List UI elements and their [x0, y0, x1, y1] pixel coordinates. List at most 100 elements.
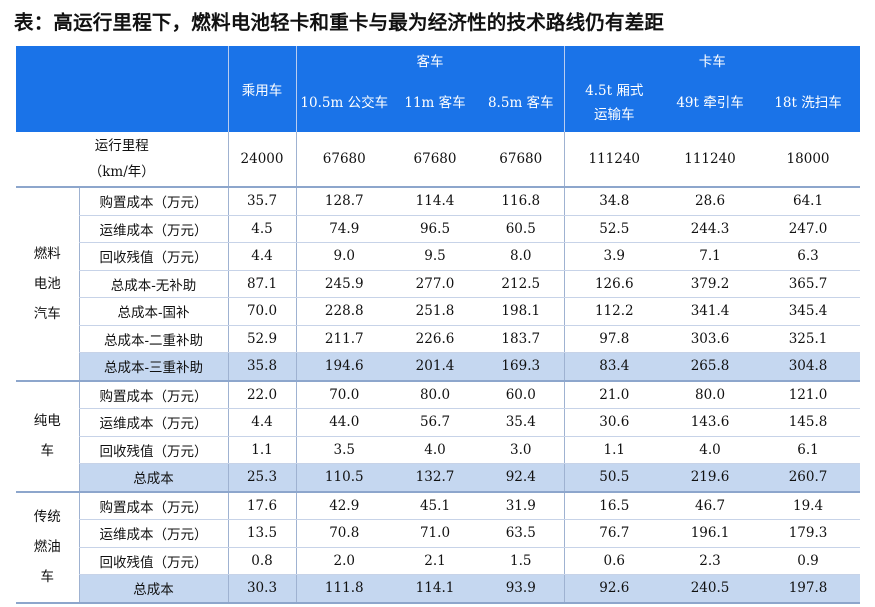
row-label: 运维成本（万元） [78, 408, 228, 437]
cell-bus-10-5m: 194.6 [295, 352, 392, 382]
cell-bus-11m: 4.0 [392, 436, 478, 464]
cell-truck-4-5t: 1.1 [563, 436, 665, 464]
cell-bus-10-5m: 128.7 [295, 187, 392, 216]
cell-truck-18t: 197.8 [756, 574, 861, 604]
mileage-bus-8-5m: 67680 [478, 132, 565, 188]
header-truck-18t: 18t 洗扫车 [756, 74, 861, 132]
cell-truck-18t: 6.3 [756, 242, 861, 271]
cell-bus-8-5m: 31.9 [478, 491, 565, 520]
cell-bus-11m: 226.6 [392, 325, 478, 353]
row-label: 总成本-二重补助 [78, 325, 228, 353]
cell-truck-49t: 7.1 [664, 242, 757, 271]
header-truck-49t: 49t 牵引车 [664, 74, 757, 132]
cell-passenger: 70.0 [227, 297, 296, 326]
cell-bus-11m: 9.5 [392, 242, 478, 271]
row-label: 总成本 [78, 574, 228, 604]
cell-bus-11m: 45.1 [392, 491, 478, 520]
row-label: 总成本 [78, 463, 228, 493]
cell-bus-10-5m: 111.8 [295, 574, 392, 604]
cell-bus-10-5m: 211.7 [295, 325, 392, 353]
cell-bus-10-5m: 245.9 [295, 270, 392, 298]
cell-truck-49t: 143.6 [664, 408, 757, 437]
cost-comparison-table: 乘用车 客车 卡车 10.5m 公交车 11m 客车 8.5m 客车 4.5t … [16, 46, 861, 604]
mileage-truck-18t: 18000 [756, 132, 861, 188]
table-row: 纯电车购置成本（万元） 22.0 70.0 80.0 60.0 21.0 80.0 121.0 [16, 380, 861, 493]
page-title: 表：高运行里程下，燃料电池轻卡和重卡与最为经济性的技术路线仍有差距 [14, 11, 665, 34]
cell-bus-11m: 132.7 [392, 463, 478, 493]
cell-bus-8-5m: 169.3 [478, 352, 565, 382]
header-passenger: 乘用车 [227, 46, 296, 132]
cell-bus-11m: 251.8 [392, 297, 478, 326]
cell-bus-10-5m: 70.0 [295, 380, 392, 409]
cell-bus-8-5m: 60.0 [478, 380, 565, 409]
header-truck-4-5t-line1: 4.5t 厢式 [585, 83, 644, 99]
group-label-line: 电池 [33, 275, 61, 292]
cell-truck-4-5t: 30.6 [563, 408, 665, 437]
header-truck-4-5t-line2: 运输车 [594, 107, 635, 123]
table-row: 运维成本（万元） 13.5 70.8 71.0 63.5 76.7 196.1 179.3 [16, 519, 861, 548]
cell-passenger: 4.5 [227, 215, 296, 243]
mileage-bus-11m: 67680 [392, 132, 478, 188]
group-label: 纯电车 [16, 380, 79, 493]
cell-bus-10-5m: 9.0 [295, 242, 392, 271]
cell-truck-49t: 28.6 [664, 187, 757, 216]
cell-truck-4-5t: 21.0 [563, 380, 665, 409]
cell-truck-4-5t: 83.4 [563, 352, 665, 382]
table-header: 乘用车 客车 卡车 10.5m 公交车 11m 客车 8.5m 客车 4.5t … [16, 46, 861, 132]
table-row: 传统 燃油车购置成本（万元） 17.6 42.9 45.1 31.9 16.5 46.7 19.… [16, 491, 861, 604]
cell-bus-10-5m: 2.0 [295, 547, 392, 575]
cell-truck-4-5t: 76.7 [563, 519, 665, 548]
header-bus-group: 客车 [295, 46, 565, 74]
cell-bus-11m: 2.1 [392, 547, 478, 575]
cell-truck-4-5t: 97.8 [563, 325, 665, 353]
cell-bus-8-5m: 183.7 [478, 325, 565, 353]
cell-passenger: 25.3 [227, 463, 296, 493]
cell-bus-10-5m: 228.8 [295, 297, 392, 326]
cell-truck-49t: 244.3 [664, 215, 757, 243]
cell-truck-49t: 80.0 [664, 380, 757, 409]
cell-truck-4-5t: 16.5 [563, 491, 665, 520]
group-label-line: 燃油 [33, 539, 61, 555]
mileage-passenger: 24000 [227, 132, 296, 188]
cell-bus-10-5m: 44.0 [295, 408, 392, 437]
cell-bus-11m: 114.4 [392, 187, 478, 216]
cell-bus-11m: 56.7 [392, 408, 478, 437]
row-label: 总成本-国补 [78, 297, 228, 326]
cell-truck-18t: 64.1 [756, 187, 861, 216]
cell-bus-11m: 80.0 [392, 380, 478, 409]
cell-passenger: 17.6 [227, 491, 296, 520]
cell-bus-8-5m: 212.5 [478, 270, 565, 298]
cell-truck-49t: 265.8 [664, 352, 757, 382]
cell-truck-18t: 260.7 [756, 463, 861, 493]
cell-bus-10-5m: 74.9 [295, 215, 392, 243]
table-row: 总成本 25.3 110.5 132.7 92.4 50.5 219.6 260.7 [16, 463, 861, 493]
cell-truck-49t: 240.5 [664, 574, 757, 604]
cell-truck-4-5t: 52.5 [563, 215, 665, 243]
cell-bus-10-5m: 110.5 [295, 463, 392, 493]
cell-bus-10-5m: 3.5 [295, 436, 392, 464]
cell-bus-8-5m: 92.4 [478, 463, 565, 493]
row-label: 总成本-无补助 [78, 270, 228, 298]
group-label-line: 车 [40, 569, 55, 585]
cell-truck-4-5t: 50.5 [563, 463, 665, 493]
row-label: 总成本-三重补助 [78, 352, 228, 382]
header-truck-4-5t: 4.5t 厢式 运输车 [563, 74, 665, 132]
group-label-line: 汽车 [33, 305, 61, 322]
row-label: 购置成本（万元） [78, 491, 228, 520]
row-label: 回收残值（万元） [78, 242, 228, 271]
group-label-line: 传统 [33, 509, 61, 525]
cell-truck-18t: 0.9 [756, 547, 861, 575]
row-label: 购置成本（万元） [78, 187, 228, 216]
cell-passenger: 35.7 [227, 187, 296, 216]
cell-truck-49t: 4.0 [664, 436, 757, 464]
cell-bus-10-5m: 42.9 [295, 491, 392, 520]
cell-bus-11m: 71.0 [392, 519, 478, 548]
table-row: 回收残值（万元） 0.8 2.0 2.1 1.5 0.6 2.3 0.9 [16, 547, 861, 575]
cell-truck-4-5t: 92.6 [563, 574, 665, 604]
cell-bus-8-5m: 1.5 [478, 547, 565, 575]
table-row: 运维成本（万元） 4.4 44.0 56.7 35.4 30.6 143.6 145.8 [16, 408, 861, 437]
cell-passenger: 22.0 [227, 380, 296, 409]
cell-truck-49t: 46.7 [664, 491, 757, 520]
mileage-row: 运行里程 （km/年） 24000 67680 67680 67680 1112… [16, 132, 861, 188]
cell-bus-8-5m: 93.9 [478, 574, 565, 604]
